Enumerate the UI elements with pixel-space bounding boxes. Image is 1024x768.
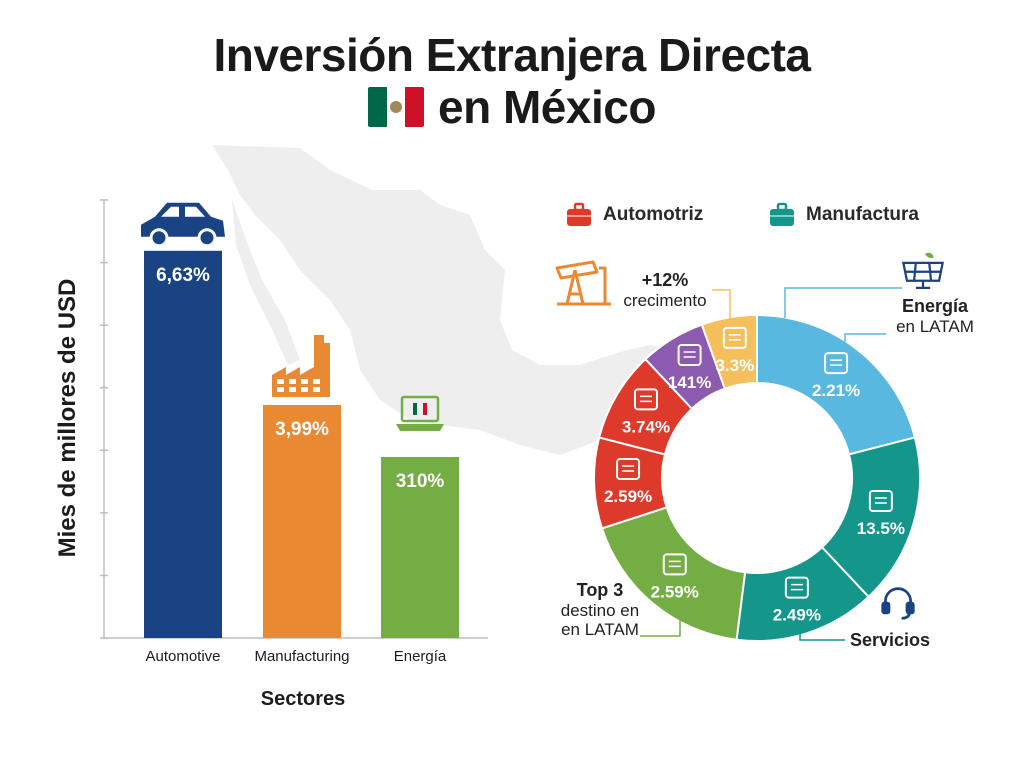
top3-line2: destino en: [560, 600, 640, 620]
mexico-flag-icon: [368, 87, 425, 127]
flag-white-stripe: [386, 87, 406, 127]
solar-panel-icon: [901, 252, 945, 289]
briefcase-icon: [770, 202, 794, 226]
donut-segment-label: 2.59%: [651, 582, 699, 601]
circuit-icon: [824, 352, 849, 375]
energy-callout: Energía en LATAM: [880, 296, 990, 336]
scale-icon: [722, 326, 747, 349]
page-title-line-1: Inversión Extranjera Directa: [213, 29, 811, 81]
y-axis-title: Mies de millores de USD: [54, 279, 81, 558]
services-callout: Servicios: [835, 630, 945, 651]
growth-callout: +12% crecimento: [610, 270, 720, 310]
bar-automotive: [144, 250, 222, 639]
x-tick-label: Automotive: [145, 648, 220, 665]
bar-value-label: 3,99%: [275, 419, 329, 440]
energy-callout-sub: en LATAM: [896, 316, 974, 336]
legend-item-automotriz: Automotriz: [565, 202, 703, 228]
legend-item-manufactura: Manufactura: [768, 202, 919, 228]
bar-energía: [381, 456, 459, 638]
donut-segment-label: 2.49%: [773, 606, 821, 625]
x-tick-label: Energía: [394, 648, 447, 665]
energy-callout-title: Energía: [901, 296, 969, 316]
x-axis-title: Sectores: [261, 688, 346, 710]
bar-value-label: 310%: [396, 471, 445, 492]
donut-segment-label: 13.5%: [857, 519, 905, 538]
donut-segment-label: 141%: [668, 373, 711, 392]
headset-icon: [881, 587, 915, 620]
legend-label-manufactura: Manufactura: [806, 204, 919, 225]
bar-value-label: 6,63%: [156, 265, 210, 286]
briefcase-icon: [784, 576, 809, 599]
donut-segment-label: 3.3%: [715, 356, 754, 375]
growth-label: crecimento: [623, 290, 707, 310]
laptop-icon: [396, 395, 444, 431]
flag-red-stripe: [405, 87, 425, 127]
donut-segment-label: 3.74%: [622, 417, 670, 436]
growth-value: +12%: [641, 270, 689, 290]
keyboard-icon: [677, 344, 702, 367]
oil-tower-icon: [868, 489, 893, 512]
car-icon: [141, 202, 225, 248]
oil-pump-icon: [555, 260, 611, 306]
factory-icon: [272, 334, 330, 397]
legend-label-automotriz: Automotriz: [603, 204, 704, 225]
donut-segment-label: 2.59%: [604, 487, 652, 506]
flag-green-stripe: [368, 87, 387, 127]
bar-manufacturing: [263, 404, 341, 638]
briefcase-icon: [567, 202, 591, 226]
oil-pump-icon: [662, 553, 687, 576]
donut-segment: [756, 313, 917, 456]
services-label: Servicios: [849, 630, 931, 650]
top3-callout: Top 3 destino en en LATAM: [535, 580, 665, 640]
top3-line3: en LATAM: [561, 620, 639, 640]
page-title-line-2-text: en México: [438, 81, 656, 133]
page-title-line-2: en México: [0, 80, 1024, 134]
factory-icon: [633, 388, 658, 411]
laptop-icon: [616, 458, 641, 481]
donut-segment-label: 2.21%: [812, 381, 860, 400]
top3-title: Top 3: [576, 580, 624, 600]
x-tick-label: Manufacturing: [254, 648, 349, 665]
